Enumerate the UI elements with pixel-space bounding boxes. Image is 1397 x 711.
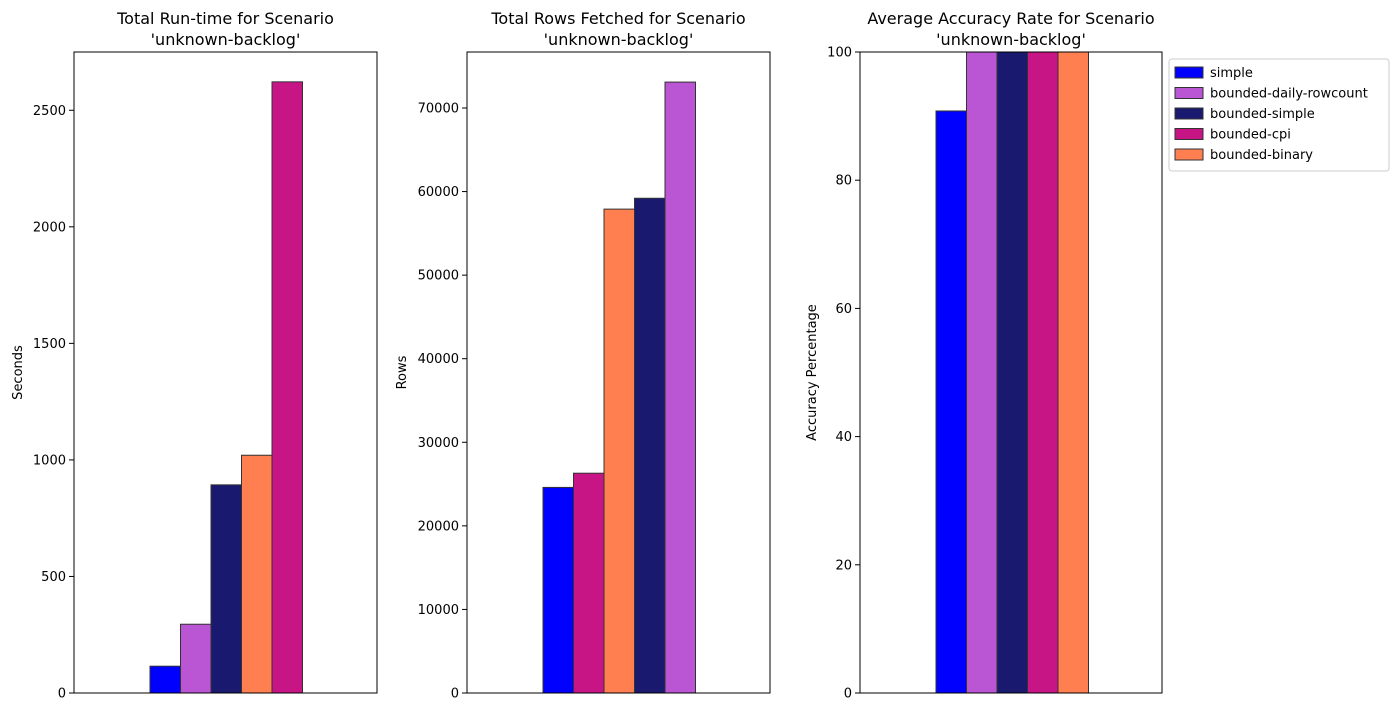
y-tick-label: 30000 — [418, 436, 459, 451]
y-axis-label: Rows — [395, 355, 410, 389]
bar-simple[interactable] — [542, 486, 574, 694]
chart-title: Total Run-time for Scenario — [116, 9, 334, 28]
y-tick-label: 20000 — [418, 519, 459, 534]
y-tick-label: 1000 — [33, 453, 66, 468]
bar-bounded-cpi[interactable] — [1027, 51, 1059, 694]
y-axis-label: Accuracy Percentage — [805, 304, 820, 441]
plot-frame — [73, 51, 378, 694]
chart-title: Total Rows Fetched for Scenario — [490, 9, 745, 28]
plot-frame — [466, 51, 771, 694]
bar-bounded-cpi[interactable] — [573, 472, 605, 694]
y-tick-label: 40 — [835, 430, 852, 445]
bar-bounded-binary[interactable] — [241, 454, 273, 694]
y-axis-label: Seconds — [11, 345, 26, 400]
legend-swatch-bounded-cpi — [1174, 128, 1204, 140]
chart-title: Average Accuracy Rate for Scenario — [867, 9, 1154, 28]
legend-swatch-bounded-binary — [1174, 148, 1204, 161]
y-tick-label: 0 — [844, 687, 852, 702]
legend-label: bounded-simple — [1210, 107, 1315, 122]
y-tick-label: 2500 — [33, 104, 66, 119]
bar-bounded-binary[interactable] — [1057, 51, 1089, 694]
legend-label: simple — [1210, 66, 1253, 81]
y-tick-label: 0 — [451, 687, 459, 702]
bar-simple[interactable] — [935, 110, 967, 694]
bar-bounded-simple[interactable] — [210, 484, 242, 694]
bar-bounded-daily-rowcount[interactable] — [966, 51, 998, 694]
y-tick-label: 60 — [835, 302, 852, 317]
y-tick-label: 80 — [835, 174, 852, 189]
plot-frame — [859, 51, 1163, 694]
bar-bounded-simple[interactable] — [634, 197, 666, 694]
chart-panel-1: Total Run-time for Scenario 'unknown-back… — [11, 9, 378, 702]
legend-label: bounded-daily-rowcount — [1210, 87, 1368, 102]
bar-simple[interactable] — [149, 665, 181, 694]
chart-title-line2: 'unknown-backlog' — [544, 30, 694, 49]
legend-swatch-bounded-simple — [1174, 107, 1204, 120]
y-tick-label: 500 — [41, 570, 66, 585]
legend-box — [1168, 58, 1390, 172]
legend-label: bounded-cpi — [1210, 128, 1291, 143]
legend-swatch-bounded-daily-rowcount — [1174, 87, 1204, 99]
chart-panel-3: Average Accuracy Rate for Scenario 'unkno… — [805, 9, 1390, 702]
y-tick-label: 40000 — [418, 352, 459, 367]
y-tick-label: 50000 — [418, 269, 459, 284]
bar-bounded-simple[interactable] — [996, 51, 1028, 694]
chart-title-line2: 'unknown-backlog' — [151, 30, 301, 49]
bar-bounded-daily-rowcount[interactable] — [664, 81, 696, 694]
bar-bounded-binary[interactable] — [603, 208, 635, 694]
y-tick-label: 100 — [827, 46, 852, 61]
bar-bounded-daily-rowcount[interactable] — [180, 623, 212, 694]
y-tick-label: 0 — [58, 687, 66, 702]
y-tick-label: 70000 — [418, 101, 459, 116]
legend: simple bounded-daily-rowcount bounded-simp… — [1168, 58, 1390, 172]
y-tick-label: 1500 — [33, 337, 66, 352]
chart-panel-2: Total Rows Fetched for Scenario 'unknown-… — [395, 9, 771, 702]
y-tick-label: 2000 — [33, 220, 66, 235]
y-tick-label: 60000 — [418, 185, 459, 200]
legend-label: bounded-binary — [1210, 148, 1313, 163]
legend-swatch-simple — [1174, 66, 1204, 79]
y-tick-label: 20 — [835, 558, 852, 573]
bar-bounded-cpi[interactable] — [271, 81, 303, 694]
chart-title-line2: 'unknown-backlog' — [936, 30, 1086, 49]
y-tick-label: 10000 — [418, 603, 459, 618]
